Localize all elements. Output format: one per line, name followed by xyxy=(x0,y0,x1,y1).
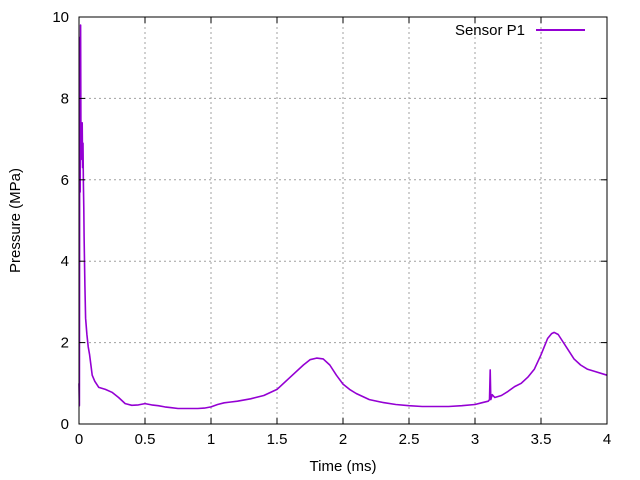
x-tick-label: 0 xyxy=(75,431,83,448)
x-tick-label: 3 xyxy=(471,431,479,448)
x-tick-label: 4 xyxy=(603,431,611,448)
series-layer xyxy=(78,24,608,410)
y-tick-label: 10 xyxy=(52,9,69,26)
legend: Sensor P1 xyxy=(455,22,585,39)
tick-labels: 0 0.5 1 1.5 2 2.5 3 3.5 4 0 2 4 6 8 10 xyxy=(52,9,611,448)
y-axis-label: Pressure (MPa) xyxy=(7,168,24,273)
legend-label-sensor-p1: Sensor P1 xyxy=(455,22,525,39)
series-line-sensor-p1 xyxy=(78,24,608,410)
x-tick-label: 2.5 xyxy=(399,431,420,448)
x-tick-label: 1 xyxy=(207,431,215,448)
y-tick-label: 8 xyxy=(61,90,69,107)
x-axis-label: Time (ms) xyxy=(310,458,377,475)
x-tick-label: 3.5 xyxy=(531,431,552,448)
y-tick-label: 4 xyxy=(61,253,69,270)
y-tick-label: 0 xyxy=(61,416,69,433)
y-tick-label: 2 xyxy=(61,335,69,352)
x-tick-label: 1.5 xyxy=(267,431,288,448)
x-tick-label: 0.5 xyxy=(135,431,156,448)
y-tick-label: 6 xyxy=(61,172,69,189)
axis-ticks xyxy=(78,16,608,425)
grid-lines xyxy=(79,17,607,424)
x-tick-label: 2 xyxy=(339,431,347,448)
